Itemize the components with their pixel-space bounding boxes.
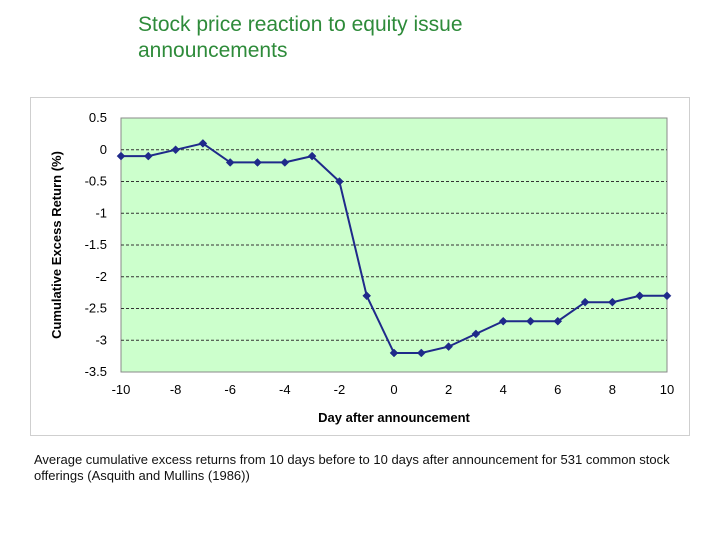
chart-frame: 0.5 0 -0.5 -1 -1.5 -2 -2.5 -3 -3.5 -10 -8 -6 -4 -2 0 2 4…	[30, 97, 690, 436]
data-point-marker	[171, 145, 180, 155]
data-point-marker	[553, 316, 563, 326]
slide-title: Stock price reaction to equity issue ann…	[138, 13, 463, 62]
x-tick-label: -6	[224, 382, 236, 397]
data-point-marker	[662, 291, 672, 301]
y-tick-label: -1	[95, 205, 107, 220]
data-point-marker	[608, 297, 617, 307]
data-point-marker	[143, 151, 153, 161]
data-point-marker	[225, 158, 235, 167]
x-tick-label: -8	[170, 382, 182, 397]
data-point-marker	[526, 316, 535, 326]
data-point-marker	[280, 158, 290, 167]
data-point-marker	[253, 158, 262, 167]
x-tick-label: 4	[500, 382, 507, 397]
data-point-marker	[362, 291, 372, 301]
data-point-marker	[116, 151, 126, 161]
x-axis-title: Day after announcement	[318, 410, 470, 425]
x-tick-label: 0	[390, 382, 397, 397]
y-tick-label: -3	[95, 332, 107, 347]
y-tick-label: -2.5	[85, 301, 107, 316]
data-point-marker	[307, 151, 317, 161]
data-point-marker	[198, 139, 208, 148]
data-point-marker	[635, 291, 645, 301]
data-point-marker	[335, 177, 344, 186]
x-tick-label: 8	[609, 382, 616, 397]
data-point-marker	[471, 329, 481, 339]
x-tick-label: 2	[445, 382, 452, 397]
y-tick-label: -3.5	[85, 364, 107, 379]
y-tick-label: 0.5	[89, 110, 107, 125]
y-tick-label: -0.5	[85, 174, 107, 189]
x-tick-label: -4	[279, 382, 291, 397]
data-point-marker	[498, 316, 508, 326]
y-axis-title: Cumulative Excess Return (%)	[49, 151, 64, 339]
data-point-marker	[416, 348, 426, 358]
data-point-marker	[389, 348, 399, 358]
x-tick-label: -10	[112, 382, 131, 397]
y-tick-label: -2	[95, 269, 107, 284]
x-tick-label: 10	[660, 382, 674, 397]
data-point-marker	[444, 342, 453, 351]
y-tick-label: 0	[100, 142, 107, 157]
y-tick-label: -1.5	[85, 237, 107, 252]
x-tick-label: 6	[554, 382, 561, 397]
figure-caption: Average cumulative excess returns from 1…	[34, 452, 670, 483]
line-chart: 0.5 0 -0.5 -1 -1.5 -2 -2.5 -3 -3.5 -10 -8 -6 -4 -2 0 2 4…	[49, 110, 674, 425]
x-tick-label: -2	[334, 382, 346, 397]
data-point-marker	[580, 297, 590, 307]
